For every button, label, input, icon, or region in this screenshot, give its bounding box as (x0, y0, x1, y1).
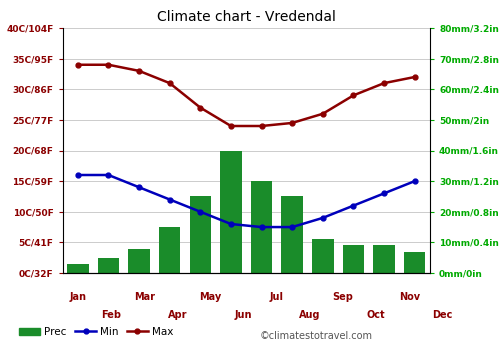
Bar (404, 252, 425, 273)
Text: Jul: Jul (270, 292, 284, 302)
Bar (312, 239, 334, 273)
Text: Jun: Jun (235, 310, 252, 320)
Text: Oct: Oct (367, 310, 386, 320)
Legend: Prec, Min, Max: Prec, Min, Max (15, 323, 177, 341)
Text: Dec: Dec (432, 310, 452, 320)
Text: Mar: Mar (134, 292, 154, 302)
Text: ©climatestotravel.com: ©climatestotravel.com (260, 331, 373, 341)
Bar (128, 248, 150, 273)
Text: Feb: Feb (101, 310, 121, 320)
Text: Apr: Apr (168, 310, 187, 320)
Text: Nov: Nov (399, 292, 420, 302)
Bar (67, 264, 88, 273)
Text: Aug: Aug (299, 310, 320, 320)
Title: Climate chart - Vredendal: Climate chart - Vredendal (157, 10, 336, 24)
Text: Sep: Sep (332, 292, 353, 302)
Bar (251, 181, 272, 273)
Text: May: May (200, 292, 222, 302)
Bar (342, 245, 364, 273)
Bar (282, 196, 303, 273)
Text: Jan: Jan (70, 292, 86, 302)
Bar (159, 227, 180, 273)
Bar (190, 196, 211, 273)
Bar (374, 245, 395, 273)
Bar (220, 150, 242, 273)
Bar (98, 258, 119, 273)
